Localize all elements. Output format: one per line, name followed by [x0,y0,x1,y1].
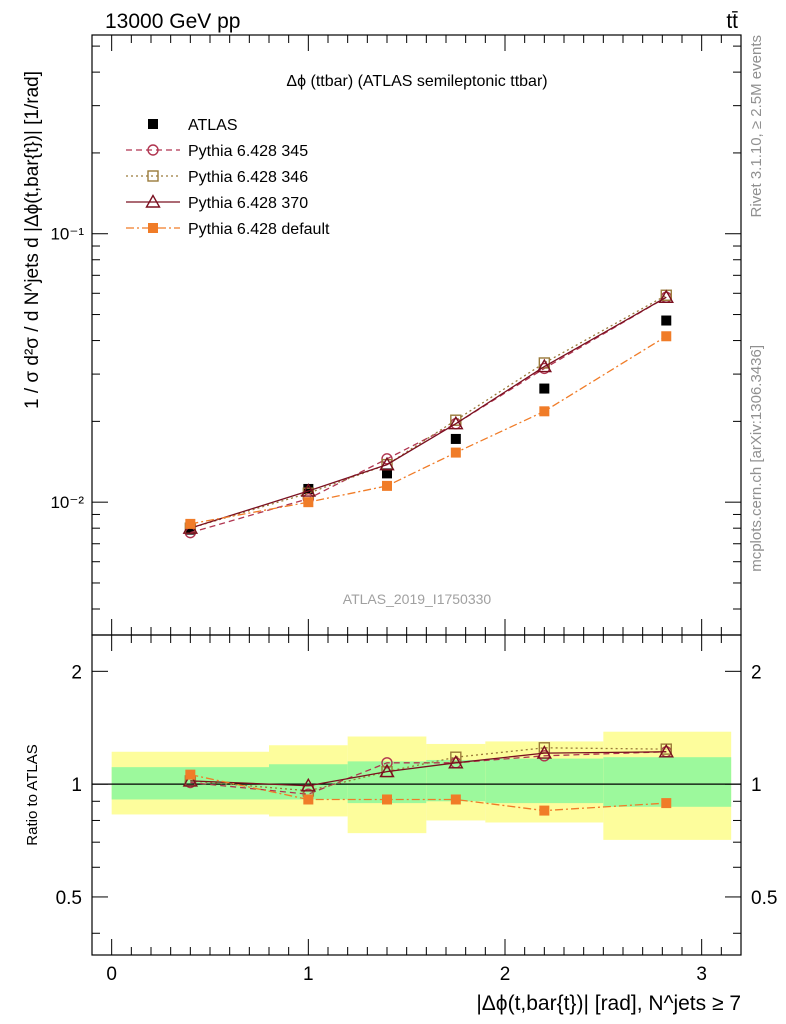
legend: ATLAS Pythia 6.428 345 Pythia 6.428 346 Pyt… [126,117,330,238]
ratio-frame [91,634,742,956]
main-line-pythia-6-428-370 [190,296,667,529]
main-point-atlas [303,483,314,494]
main-point-atlas [185,524,196,535]
main-axis-ticks: 10⁻¹ 10⁻² [50,35,741,635]
main-line-pythia-6-428-345 [190,296,667,534]
legend-label-pythia-6-428-345: Pythia 6.428 345 [188,143,308,160]
ratio-y-tick-label: 1 [71,775,82,796]
main-point-pythia-6-428-default [539,406,550,417]
legend-marker-pythia-6-428-default [148,223,158,233]
ratio-point-pythia-6-428-default [185,769,196,780]
main-y-tick-label: 10⁻² [50,493,84,512]
main-point-pythia-6-428-370 [658,289,674,303]
legend-label-pythia-6-428-default: Pythia 6.428 default [188,221,330,238]
main-point-pythia-6-428-default [303,497,314,508]
ratio-y-tick-label: 0.5 [56,888,82,909]
ratio-point-pythia-6-428-345 [381,757,393,769]
ratio-point-pythia-6-428-370 [300,777,317,792]
legend-marker-pythia-6-428-370 [145,194,161,208]
legend-marker-pythia-6-428-346 [147,170,159,182]
energy-label: 13000 GeV pp [105,10,240,33]
main-point-pythia-6-428-370 [300,483,317,497]
main-point-pythia-6-428-default [382,480,392,491]
main-point-pythia-6-428-370 [536,358,553,373]
main-point-atlas [382,468,392,479]
ratio-band-inner [269,764,348,800]
main-line-pythia-6-428-default [190,335,667,525]
ratio-x-tick-label: 0 [106,964,117,985]
ratio-axis-ticks: 2 2 1 1 0.5 0.5 0 1 2 3 [56,635,777,985]
ratio-series-layer [182,742,674,816]
legend-marker-pythia-6-428-345 [147,144,159,156]
main-y-tick-label: 10⁻¹ [50,225,84,244]
mcplots-label: mcplots.cern.ch [arXiv:1306.3436] [748,345,765,572]
main-point-pythia-6-428-345 [381,453,393,465]
x-axis-label: |Δϕ(t,bar{t})| [rad], N^jets ≥ 7 [476,992,741,1015]
ratio-y-label: Ratio to ATLAS [24,744,41,845]
ratio-line-pythia-6-428-345 [190,751,667,795]
ratio-y-tick-label-right: 0.5 [751,888,777,909]
ratio-point-pythia-6-428-default [303,794,314,805]
legend-label-atlas: ATLAS [188,117,238,134]
ratio-line-pythia-6-428-default [190,774,667,812]
ratio-line-pythia-6-428-370 [190,751,667,787]
ratio-point-pythia-6-428-370 [379,763,395,778]
main-panel: 10⁻¹ 10⁻² Δϕ (ttbar) (ATLAS semileptonic … [22,34,742,636]
main-point-atlas [539,383,550,394]
ratio-x-tick-label: 2 [500,964,511,985]
main-point-pythia-6-428-default [185,518,196,529]
process-label: tt̄ [726,10,738,33]
legend-label-pythia-6-428-370: Pythia 6.428 370 [188,195,308,212]
ratio-y-tick-label: 2 [71,662,82,683]
ratio-panel: 2 2 1 1 0.5 0.5 0 1 2 3 Ratio to ATLAS |Δϕ(t,bar{… [24,634,777,1015]
main-point-atlas [661,315,672,326]
ratio-point-pythia-6-428-370 [658,743,674,758]
ratio-y-tick-label-right: 2 [751,662,762,683]
main-point-atlas [450,433,461,444]
rivet-label: Rivet 3.1.10, ≥ 2.5M events [748,35,765,218]
ratio-y-tick-label-right: 1 [751,775,762,796]
ratio-point-pythia-6-428-default [661,798,672,809]
legend-label-pythia-6-428-346: Pythia 6.428 346 [188,169,308,186]
ratio-x-tick-label: 1 [303,964,314,985]
ratio-point-pythia-6-428-default [382,794,392,805]
main-title: Δϕ (ttbar) (ATLAS semileptonic ttbar) [286,73,547,90]
main-series-layer [182,289,674,539]
ratio-band-inner [485,758,604,804]
ratio-point-pythia-6-428-370 [536,745,553,759]
ratio-point-pythia-6-428-default [450,794,461,805]
main-y-label: 1 / σ d²σ / d N^jets d |Δϕ(t,bar{t})| [1… [22,71,43,409]
main-point-pythia-6-428-370 [379,456,395,471]
ratio-point-pythia-6-428-370 [448,754,464,769]
ratio-point-pythia-6-428-370 [182,772,199,787]
ratio-bands [111,731,732,840]
legend-marker-atlas [148,119,158,129]
main-point-pythia-6-428-default [661,331,672,342]
main-point-pythia-6-428-370 [448,415,464,430]
ratio-point-pythia-6-428-default [539,805,550,816]
main-line-pythia-6-428-346 [190,294,667,529]
ratio-x-tick-label: 3 [696,964,707,985]
ratio-band-inner [426,759,486,802]
watermark: ATLAS_2019_I1750330 [343,591,492,607]
main-point-pythia-6-428-default [450,447,461,458]
